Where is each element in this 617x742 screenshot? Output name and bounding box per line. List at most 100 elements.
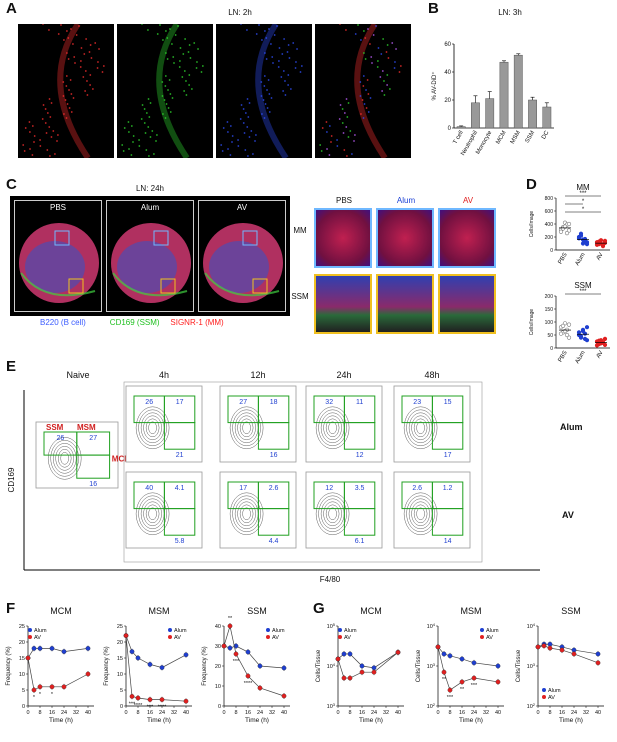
- cell-dot: [248, 136, 251, 138]
- y-tick-label: 0: [550, 346, 553, 352]
- cell-dot: [321, 127, 324, 129]
- chart-title: SSM: [247, 606, 267, 616]
- cell-dot: [354, 134, 356, 136]
- x-tick-label: 0: [222, 710, 225, 716]
- panel-c-overview: PBS Alum AV: [10, 196, 290, 316]
- sig-marker: **: [460, 687, 465, 693]
- cell-dot: [264, 30, 266, 32]
- y-axis-label: Frequency (%): [6, 646, 12, 685]
- cell-dot: [231, 135, 234, 137]
- cell-dot: [272, 62, 274, 64]
- contour: [57, 449, 72, 468]
- x-tick-label: 32: [483, 710, 489, 716]
- cell-dot: [57, 33, 60, 35]
- cell-dot: [148, 116, 151, 118]
- contour: [135, 492, 170, 536]
- y-tick-label: 20: [19, 640, 25, 646]
- series-line-av: [27, 657, 89, 691]
- cell-dot: [242, 122, 245, 124]
- bar-neutrophil: [471, 102, 480, 129]
- panel-label-d: D: [526, 176, 537, 193]
- b-cell-zone: [209, 241, 269, 293]
- sig-marker: ***: [471, 683, 478, 689]
- data-point-av: [371, 669, 377, 675]
- legend-marker: [480, 635, 484, 639]
- line-chart-mcm: MCM 0 5 10 15 20 25 0 8 16 24 32 40 Time (h) Frequency…: [6, 606, 94, 724]
- panel-label-a: A: [6, 0, 17, 17]
- cell-dot: [357, 24, 359, 26]
- cell-dot: [181, 76, 184, 78]
- overview-av: AV: [198, 200, 286, 312]
- cell-dot: [72, 97, 75, 99]
- cell-dot: [171, 97, 174, 99]
- cell-dot: [326, 148, 328, 150]
- y-tick-label: 105: [327, 622, 336, 630]
- micrograph-texture: [220, 24, 303, 158]
- x-tick-label: 32: [73, 710, 79, 716]
- data-point: [560, 323, 566, 329]
- contour: [55, 446, 74, 471]
- cell-dot: [299, 71, 302, 73]
- x-tick-label: 24: [159, 710, 165, 716]
- gate-value-tl: 26: [145, 399, 153, 406]
- y-tick-label: 10: [117, 672, 123, 678]
- cell-dot: [287, 84, 290, 86]
- contour: [318, 495, 347, 533]
- cell-dot: [165, 103, 168, 105]
- series-line-alum: [537, 643, 599, 655]
- contour: [406, 495, 435, 533]
- line-chart-msm: MSM 102 103 104 0 8 16 24 32 40 Time (h) Cells/Tiss…: [416, 606, 504, 724]
- cell-dot: [247, 116, 250, 118]
- cell-dot: [346, 155, 348, 157]
- b-cell-zone: [25, 241, 85, 293]
- bar-ssm: [528, 99, 537, 129]
- y-tick-label: 104: [427, 622, 436, 630]
- cell-dot: [97, 61, 99, 63]
- data-point-alum: [245, 649, 251, 655]
- cell-dot: [354, 33, 357, 35]
- chart-f-lines: MCM 0 5 10 15 20 25 0 8 16 24 32 40 Time (h) Frequency…: [6, 606, 290, 724]
- cell-dot: [177, 25, 179, 27]
- cell-dot: [388, 88, 391, 90]
- cell-dot: [263, 85, 266, 87]
- cell-dot: [164, 75, 167, 77]
- line-chart-ssm: SSM 0 10 20 30 40 0 8 16 24 32 40 Time (h) Frequency …: [202, 606, 290, 724]
- y-axis-label: % AV-DiD⁺: [431, 71, 438, 100]
- cell-dot: [287, 74, 290, 76]
- y-axis-label: Frequency (%): [202, 646, 208, 685]
- cell-dot: [73, 56, 76, 58]
- gate-value-br: 6.1: [355, 538, 365, 545]
- y-tick-label: 50: [547, 333, 553, 339]
- gate-value-br: 17: [444, 452, 452, 459]
- contour: [411, 501, 430, 527]
- panel-label-b: B: [428, 0, 439, 17]
- cell-dot: [155, 140, 157, 142]
- cell-dot: [338, 118, 341, 120]
- line-chart-ssm: SSM 102 103 104 0 8 16 24 32 40 Time (h) Cells/Tiss…: [516, 606, 604, 724]
- cell-dot: [383, 80, 385, 82]
- x-axis-label: Time (h): [49, 717, 73, 724]
- contour: [323, 501, 342, 527]
- cell-dot: [188, 74, 191, 76]
- col-header: Naive: [66, 370, 89, 380]
- y-tick-label: 15: [117, 656, 123, 662]
- y-tick-label: 60: [444, 42, 451, 48]
- zoom-tile-mm: [376, 208, 434, 268]
- legend-marker: [28, 635, 32, 639]
- cell-dot: [169, 111, 172, 113]
- cell-dot: [268, 28, 270, 30]
- cell-dot: [398, 71, 401, 73]
- cell-dot: [282, 90, 285, 92]
- cell-dot: [387, 57, 390, 59]
- cell-dot: [379, 76, 382, 78]
- cell-dot: [102, 65, 105, 67]
- cell-dot: [141, 24, 143, 25]
- contour: [403, 406, 438, 450]
- cell-dot: [132, 135, 135, 137]
- cell-dot: [271, 56, 274, 58]
- data-point-av: [61, 684, 67, 690]
- gate-mcm: [343, 508, 376, 536]
- gate-mcm: [163, 422, 196, 450]
